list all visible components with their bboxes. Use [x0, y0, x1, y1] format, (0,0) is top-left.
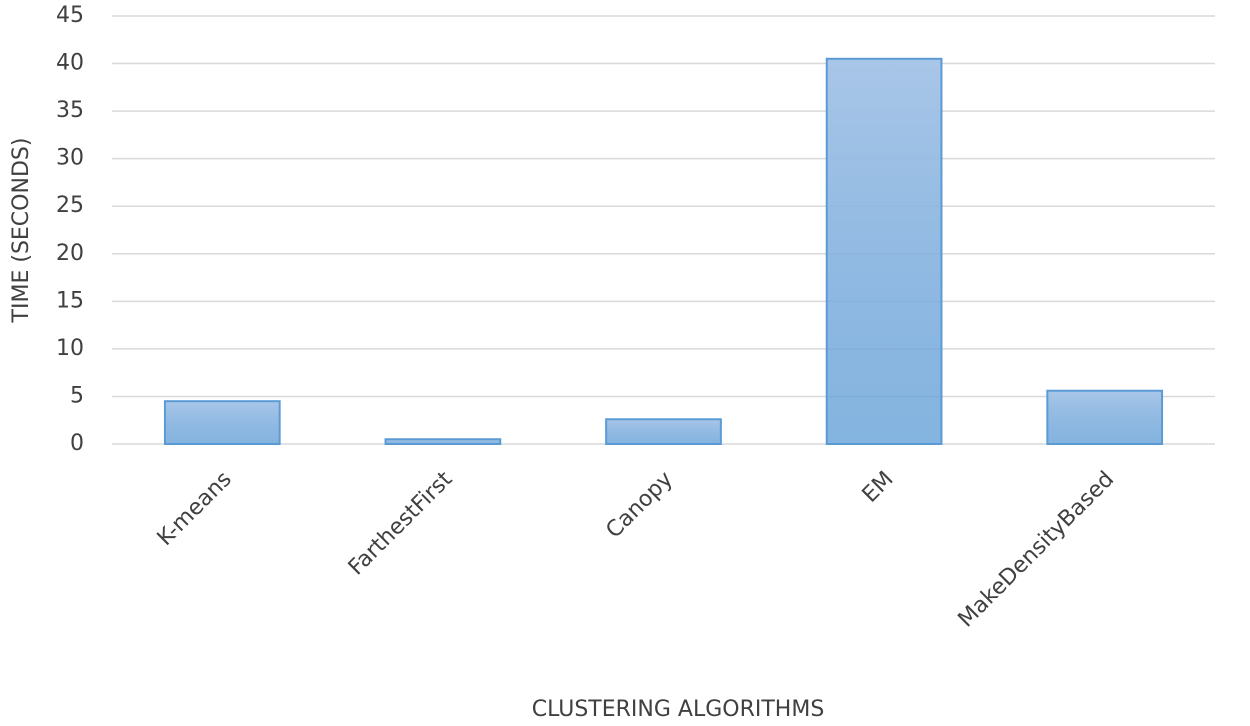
- y-tick-label: 35: [56, 98, 84, 123]
- x-axis-title: CLUSTERING ALGORITHMS: [532, 697, 825, 722]
- bar: [825, 57, 943, 446]
- y-tick-label: 5: [70, 383, 84, 408]
- bar: [605, 418, 722, 446]
- y-tick-label: 30: [56, 146, 84, 171]
- x-tick-label: FarthestFirst: [344, 467, 458, 581]
- bar: [1046, 389, 1164, 445]
- y-tick-label: 0: [70, 431, 84, 456]
- x-tick-label: MakeDensityBased: [954, 467, 1120, 633]
- y-tick-label: 10: [56, 336, 84, 361]
- bar: [163, 400, 281, 446]
- y-tick-label: 40: [56, 51, 84, 76]
- bar: [384, 438, 502, 446]
- y-tick-label: 15: [56, 288, 84, 313]
- y-tick-label: 45: [56, 3, 84, 28]
- x-tick-label: K-means: [153, 467, 237, 551]
- y-tick-label: 20: [56, 241, 84, 266]
- y-axis-title: TIME (SECONDS): [9, 138, 34, 324]
- x-tick-label: EM: [858, 467, 899, 508]
- y-tick-label: 25: [56, 193, 84, 218]
- x-tick-label: Canopy: [601, 467, 678, 544]
